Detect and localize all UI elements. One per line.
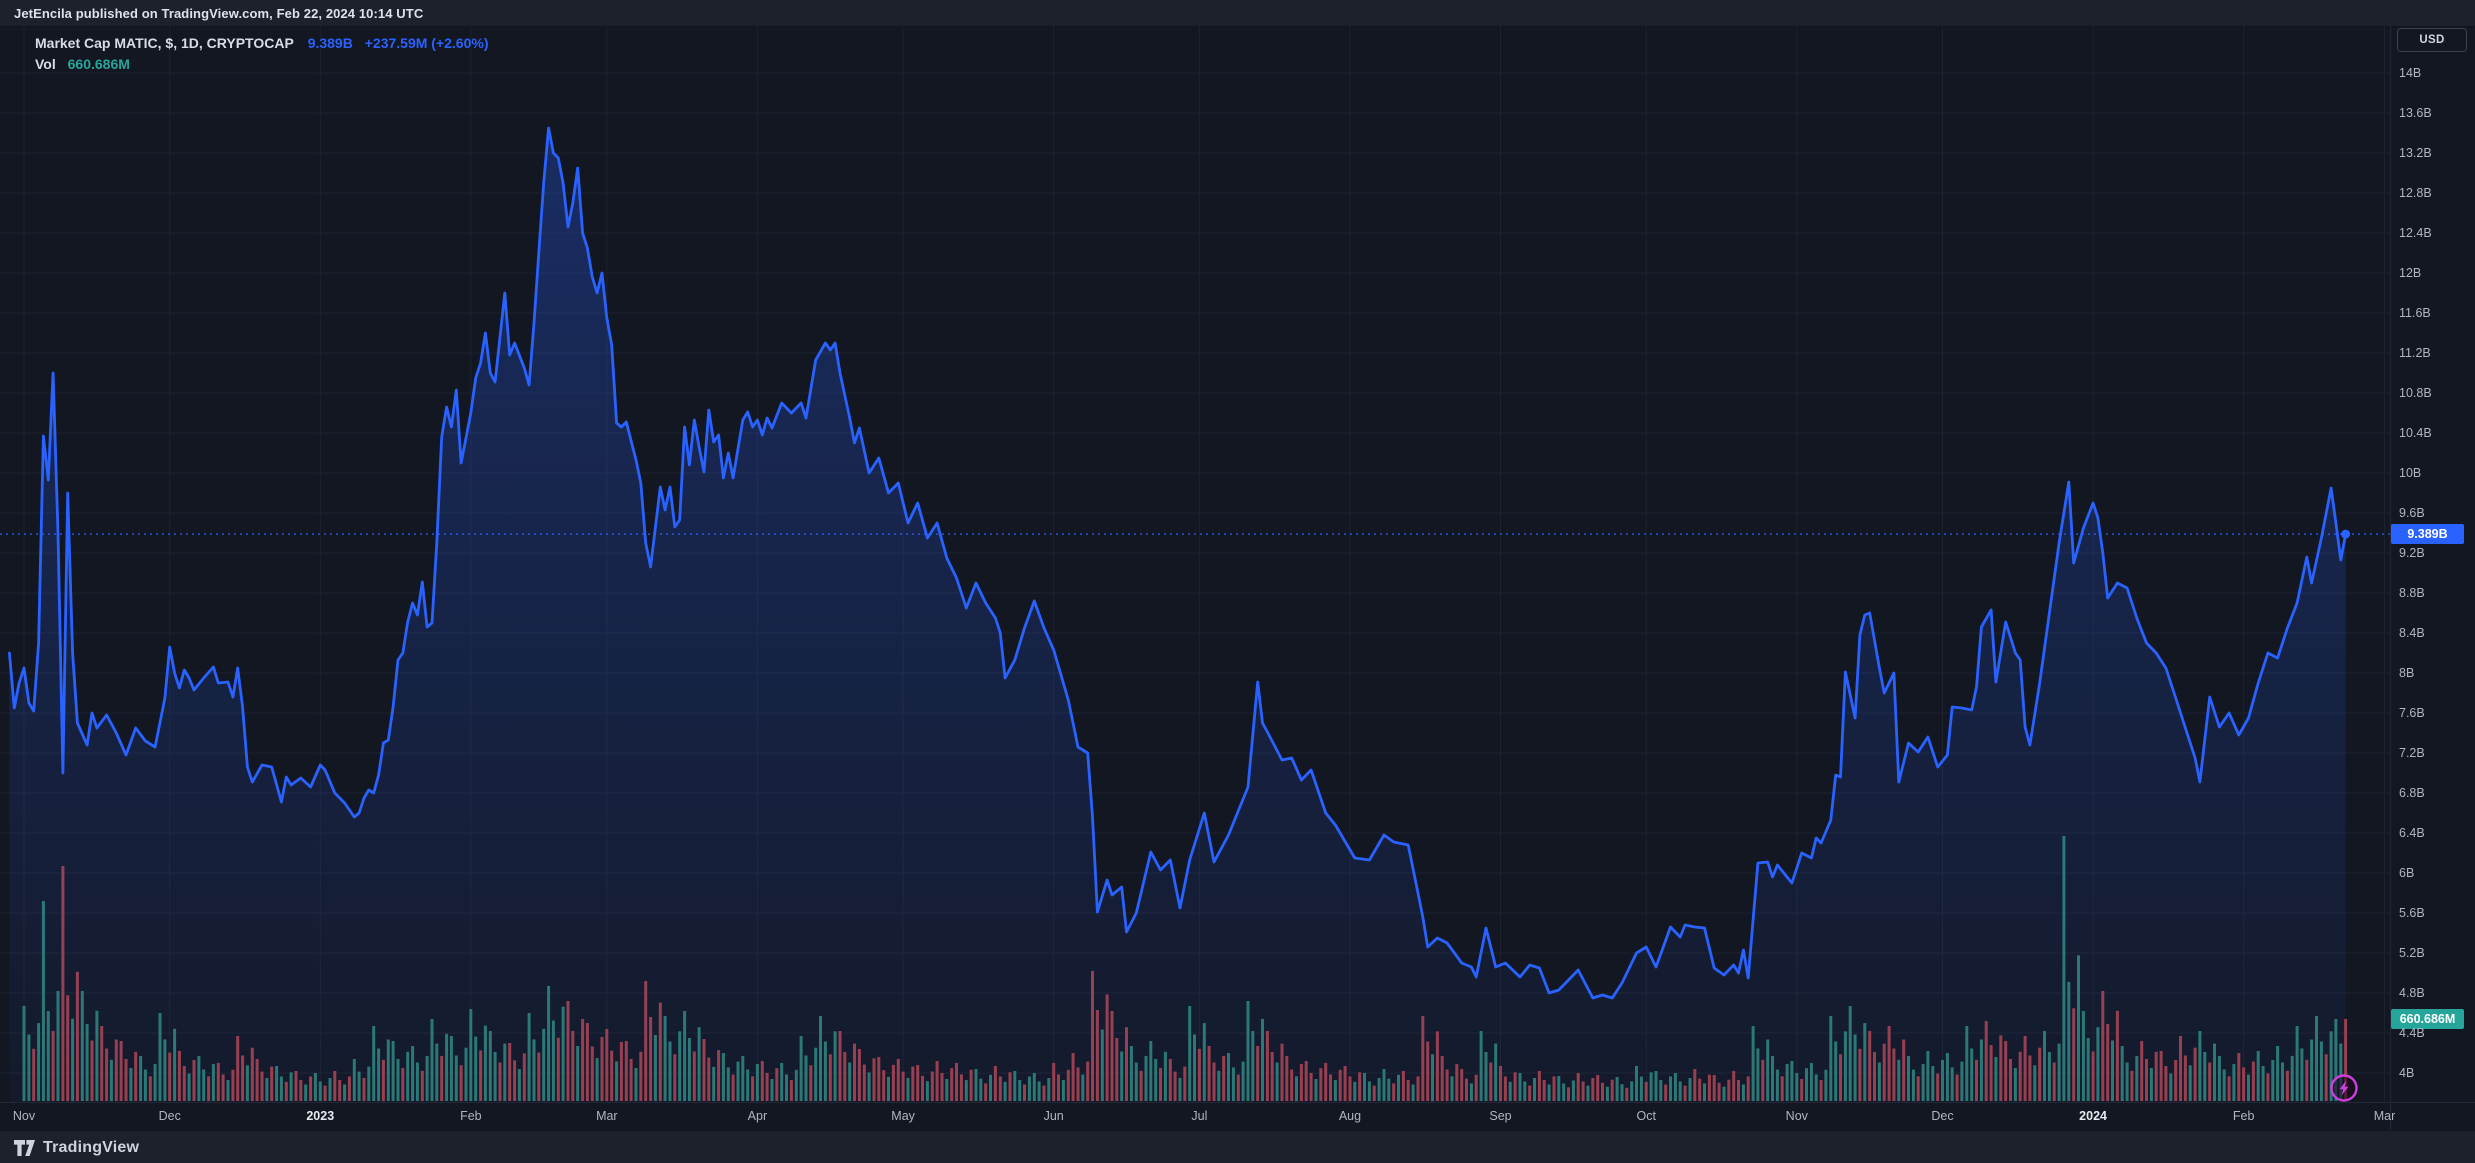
- price-tick-label: 5.6B: [2399, 906, 2425, 920]
- market-cap-chart-canvas[interactable]: [0, 0, 2475, 1131]
- time-tick-label: Nov: [12, 1109, 36, 1123]
- market-cap-area: [9, 128, 2346, 1102]
- price-tick-label: 6.4B: [2399, 826, 2425, 840]
- time-tick-label: Dec: [158, 1109, 181, 1123]
- price-tick-label: 12.8B: [2399, 186, 2432, 200]
- price-change-value: +237.59M (+2.60%): [364, 35, 489, 51]
- time-tick-label: Jun: [1043, 1109, 1064, 1123]
- price-tick-label: 10.4B: [2399, 426, 2432, 440]
- price-tick-label: 4.8B: [2399, 986, 2425, 1000]
- time-tick-label: Dec: [1931, 1109, 1954, 1123]
- last-price-badge: 9.389B: [2391, 524, 2464, 545]
- legend-volume-row[interactable]: Vol 660.686M: [35, 54, 488, 75]
- publish-info-text: JetEncila published on TradingView.com, …: [14, 5, 424, 21]
- time-tick-label: 2023: [306, 1109, 335, 1123]
- last-price-value: 9.389B: [307, 35, 353, 51]
- time-tick-label: Feb: [2232, 1109, 2255, 1123]
- price-tick-label: 13.6B: [2399, 106, 2432, 120]
- time-tick-label: May: [891, 1109, 915, 1123]
- last-volume-badge: 660.686M: [2391, 1009, 2464, 1029]
- publish-info-bar: JetEncila published on TradingView.com, …: [0, 0, 2475, 27]
- market-cap-line: [8, 126, 2347, 1000]
- price-tick-label: 4.4B: [2399, 1026, 2425, 1040]
- volume-value: 660.686M: [67, 56, 130, 72]
- lightning-bolt-cursor-icon: [2330, 1074, 2358, 1102]
- price-tick-label: 12.4B: [2399, 226, 2432, 240]
- tradingview-brand-text: TradingView: [43, 1138, 140, 1156]
- volume-label: Vol: [35, 56, 56, 72]
- price-tick-label: 13.2B: [2399, 146, 2432, 160]
- price-tick-label: 14B: [2399, 66, 2422, 80]
- price-tick-label: 12B: [2399, 266, 2422, 280]
- price-tick-label: 11.2B: [2399, 346, 2431, 360]
- price-tick-label: 4B: [2399, 1066, 2415, 1080]
- price-tick-label: 10.8B: [2399, 386, 2432, 400]
- time-tick-label: 2024: [2079, 1109, 2107, 1123]
- time-tick-label: Feb: [460, 1109, 482, 1123]
- price-tick-label: 8B: [2399, 666, 2415, 680]
- price-tick-label: 9.2B: [2399, 546, 2425, 560]
- chart-legend[interactable]: Market Cap MATIC, $, 1D, CRYPTOCAP 9.389…: [35, 33, 488, 75]
- price-tick-label: 10B: [2399, 466, 2422, 480]
- time-tick-label: Jul: [1191, 1109, 1208, 1123]
- time-tick-label: Sep: [1489, 1109, 1512, 1123]
- time-tick-label: Aug: [1338, 1109, 1362, 1123]
- price-tick-label: 8.8B: [2399, 586, 2425, 600]
- tradingview-brand-link[interactable]: TradingView: [0, 1139, 139, 1157]
- price-tick-label: 7.6B: [2399, 706, 2425, 720]
- price-tick-label: 7.2B: [2399, 746, 2425, 760]
- symbol-title: Market Cap MATIC, $, 1D, CRYPTOCAP: [35, 35, 294, 51]
- price-tick-label: 8.4B: [2399, 626, 2425, 640]
- time-tick-label: Mar: [2373, 1109, 2396, 1123]
- time-tick-label: Nov: [1785, 1109, 1808, 1123]
- legend-symbol-row[interactable]: Market Cap MATIC, $, 1D, CRYPTOCAP 9.389…: [35, 33, 488, 54]
- price-tick-label: 5.2B: [2399, 946, 2425, 960]
- price-tick-label: 9.6B: [2399, 506, 2425, 520]
- footer-bar: TradingView: [0, 1130, 2475, 1163]
- price-tick-label: 6.8B: [2399, 786, 2425, 800]
- time-tick-label: Mar: [596, 1109, 618, 1123]
- tradingview-logo-icon: [14, 1139, 35, 1156]
- time-tick-label: Oct: [1636, 1109, 1656, 1123]
- currency-usd-button[interactable]: USD: [2397, 28, 2467, 52]
- price-tick-label: 11.6B: [2399, 306, 2431, 320]
- time-tick-label: Apr: [747, 1109, 768, 1123]
- price-tick-label: 6B: [2399, 866, 2415, 880]
- last-price-dot: [2341, 529, 2351, 539]
